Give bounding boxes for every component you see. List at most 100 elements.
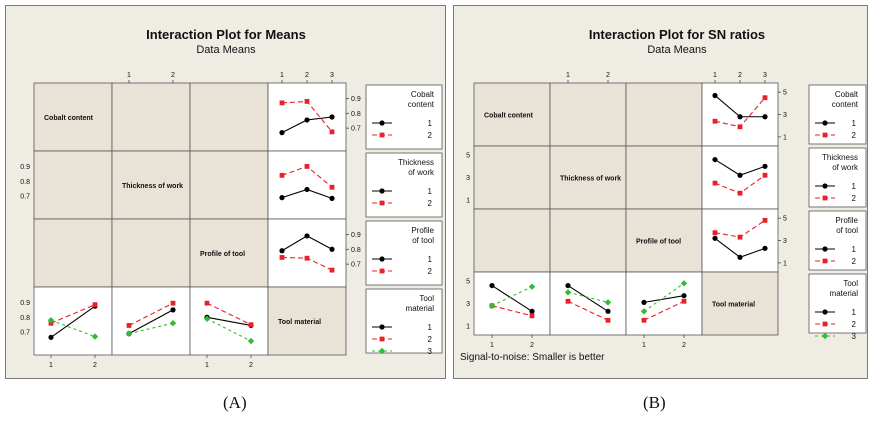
chart-title: Interaction Plot for Means — [146, 27, 306, 42]
matrix-cell — [473, 82, 551, 147]
legend-label: 1 — [852, 308, 857, 317]
data-point — [204, 300, 210, 306]
figure-caption-a: (A) — [223, 393, 247, 412]
factor-label: Tool material — [712, 302, 755, 309]
matrix-cell — [189, 150, 269, 220]
legend-marker — [379, 336, 385, 342]
y-tick-label: 0.9 — [20, 300, 30, 307]
matrix-cell — [625, 271, 703, 336]
y-tick-label: 3 — [466, 175, 470, 182]
data-point — [762, 172, 768, 178]
data-point — [680, 280, 688, 287]
x-tick-label: 1 — [490, 342, 494, 349]
legend-label: 1 — [428, 187, 433, 196]
data-point — [126, 323, 132, 328]
matrix-cell — [33, 218, 113, 288]
data-point — [329, 114, 335, 120]
legend-label: 2 — [852, 194, 857, 203]
legend-marker — [378, 347, 386, 355]
data-point — [170, 307, 176, 313]
data-point — [279, 255, 285, 260]
data-point — [329, 129, 335, 135]
data-point — [91, 333, 99, 340]
data-point — [641, 299, 647, 305]
legend-marker — [822, 246, 828, 252]
series-line — [206, 302, 252, 326]
legend-title: content — [832, 100, 859, 109]
data-point — [762, 217, 768, 223]
data-point — [604, 299, 612, 306]
legend-label: 2 — [428, 199, 433, 208]
interaction-plot-sn-panel: Interaction Plot for SN ratios Data Means… — [453, 5, 868, 379]
data-point — [712, 230, 718, 236]
factor-label: Profile of tool — [636, 239, 681, 246]
data-point — [304, 255, 310, 261]
series-line — [206, 316, 252, 326]
legend-marker — [822, 120, 828, 126]
y-tick-label: 1 — [466, 197, 470, 204]
matrix-cell — [473, 271, 551, 336]
matrix-cell — [473, 145, 551, 210]
x-tick-label: 1 — [205, 362, 209, 369]
y-tick-label: 0.7 — [20, 330, 30, 337]
y-tick-label: 5 — [783, 216, 787, 223]
matrix-cell — [625, 208, 703, 273]
legend-title: content — [408, 100, 435, 109]
data-point — [279, 130, 285, 136]
matrix-cell — [267, 286, 347, 356]
y-tick-label: 5 — [466, 153, 470, 160]
y-tick-label: 0.7 — [351, 126, 361, 133]
data-point — [712, 92, 718, 99]
matrix-cell — [111, 150, 191, 220]
series-line — [128, 309, 174, 335]
data-point — [329, 184, 335, 190]
y-tick-label: 0.8 — [20, 179, 30, 186]
data-point — [564, 289, 572, 296]
y-tick-label: 1 — [783, 260, 787, 267]
series-line — [491, 285, 533, 312]
factor-label: Thickness of work — [122, 183, 183, 190]
x-tick-label: 1 — [642, 342, 646, 349]
legend-marker — [379, 268, 385, 274]
data-point — [681, 298, 687, 304]
legend-box — [808, 84, 867, 145]
x-tick-label: 2 — [530, 342, 534, 349]
x-tick-label: 2 — [249, 362, 253, 369]
x-tick-label: 2 — [682, 342, 686, 349]
legend-label: 2 — [428, 267, 433, 276]
series-line — [491, 305, 533, 317]
legend-label: 2 — [428, 131, 433, 140]
legend-label: 2 — [852, 320, 857, 329]
x-tick-label: 3 — [763, 72, 767, 79]
data-point — [488, 302, 496, 309]
legend-box — [365, 152, 443, 218]
interaction-plot-sn-svg: Interaction Plot for SN ratios Data Means… — [460, 27, 867, 363]
legend-marker — [821, 332, 829, 340]
data-point — [605, 308, 611, 314]
y-tick-label: 0.7 — [20, 194, 30, 201]
factor-label: Cobalt content — [44, 115, 94, 122]
data-point — [737, 254, 743, 260]
data-point — [528, 283, 536, 290]
y-tick-label: 0.9 — [351, 232, 361, 239]
series-line — [567, 300, 609, 321]
x-tick-label: 2 — [305, 72, 309, 79]
legend-title: material — [406, 304, 435, 313]
chart-title: Interaction Plot for SN ratios — [589, 27, 765, 42]
data-point — [170, 300, 176, 306]
x-tick-label: 1 — [49, 362, 53, 369]
y-tick-label: 0.8 — [351, 247, 361, 254]
legend-title: Tool — [419, 294, 434, 303]
legend-marker — [379, 200, 385, 206]
y-tick-label: 0.8 — [20, 315, 30, 322]
data-point — [565, 282, 571, 289]
legend-label: 1 — [852, 245, 857, 254]
data-point — [248, 322, 254, 328]
series-line — [128, 302, 174, 326]
factor-label: Thickness of work — [560, 176, 621, 183]
legend-box — [365, 84, 443, 150]
legend-label: 2 — [852, 131, 857, 140]
matrix-cell — [549, 145, 627, 210]
data-point — [712, 156, 718, 163]
x-tick-label: 2 — [606, 72, 610, 79]
